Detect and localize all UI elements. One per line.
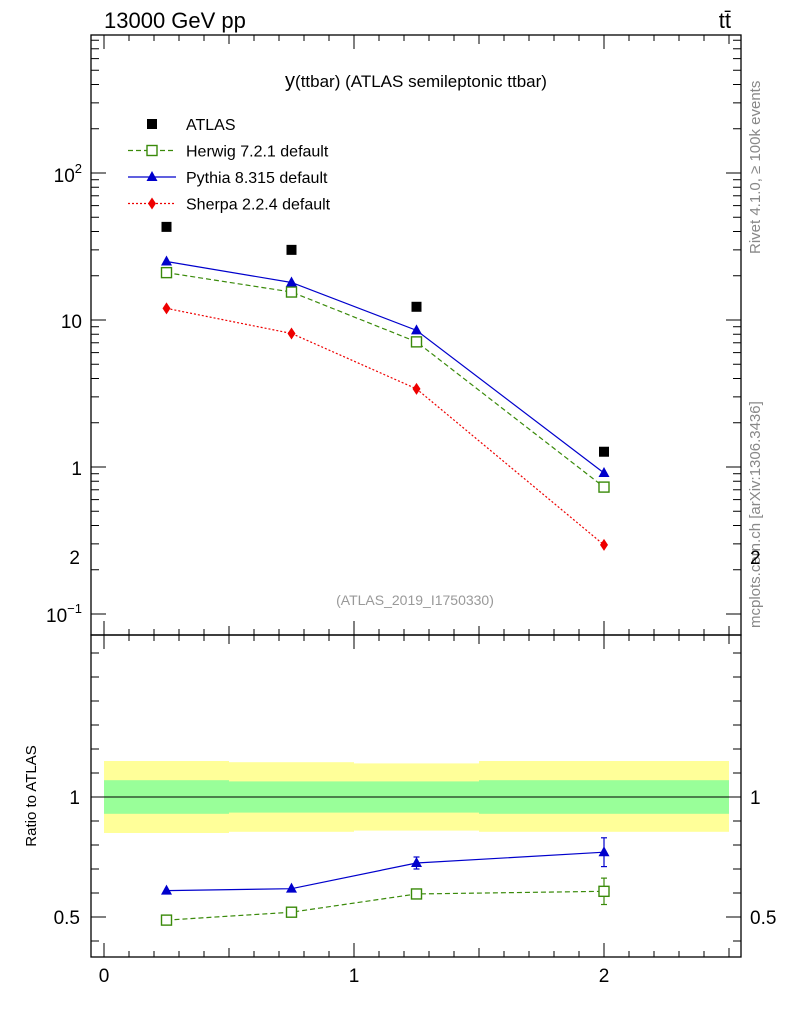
ratio-pythia-point bbox=[161, 884, 172, 895]
ratio-xtick-label: 2 bbox=[599, 966, 610, 987]
atlas-point bbox=[599, 446, 609, 457]
ytick-label-10: 10 bbox=[61, 312, 82, 333]
legend-atlas-label: ATLAS bbox=[186, 117, 236, 134]
plot-title-text: (ttbar) (ATLAS semileptonic ttbar) bbox=[295, 72, 547, 91]
rivet-version-label: Rivet 4.1.0, ≥ 100k events bbox=[747, 81, 764, 254]
legend-pythia-label: Pythia 8.315 default bbox=[186, 170, 328, 187]
ratio-pythia-line bbox=[166, 851, 605, 892]
ratio-panel-ticks bbox=[91, 635, 741, 957]
sherpa-point bbox=[287, 327, 296, 340]
ratio-xtick-label: 1 bbox=[349, 966, 360, 987]
sherpa-point bbox=[162, 302, 171, 315]
ratio-ytick-label-right: 0.5 bbox=[750, 908, 776, 929]
main-panel-series bbox=[160, 221, 610, 551]
ratio-ylabel: Ratio to ATLAS bbox=[23, 745, 40, 846]
plot-title-symbol: y bbox=[285, 70, 295, 92]
ratio-ytick-label-left: 1 bbox=[69, 788, 80, 809]
ytick-label-100: 102 bbox=[54, 161, 82, 187]
ratio-herwig-point bbox=[598, 885, 610, 898]
ytick-label-100-exp: 2 bbox=[75, 161, 82, 176]
ytick-label-0.1-base: 10 bbox=[46, 606, 67, 627]
ratio-panel-series bbox=[160, 837, 610, 926]
legend-pythia-marker bbox=[146, 171, 158, 181]
legend-sherpa-marker bbox=[148, 197, 156, 210]
legend-herwig-marker bbox=[146, 144, 158, 157]
ratio-panel-frame bbox=[90, 634, 742, 958]
ratio-pythia-point bbox=[411, 857, 422, 867]
ratio-ytick-label-left: 0.5 bbox=[54, 908, 80, 929]
atlas-point bbox=[161, 221, 172, 232]
ytick-label-0.1-exp: −1 bbox=[67, 601, 82, 616]
ratio-xtick-label: 0 bbox=[99, 966, 110, 987]
sherpa-point bbox=[600, 538, 608, 551]
header-process-label: tt̄ bbox=[719, 8, 731, 33]
pythia-point bbox=[411, 324, 422, 335]
mcplots-label: mcplots.cern.ch [arXiv:1306.3436] bbox=[747, 401, 764, 628]
header-energy-label: 13000 GeV pp bbox=[104, 8, 246, 33]
ratio-panel-labels: 0.5 0.5 1 1 2 2 0 1 2 bbox=[54, 548, 777, 987]
herwig-point bbox=[285, 286, 298, 298]
pythia-point bbox=[161, 255, 172, 266]
herwig-point bbox=[160, 266, 173, 279]
legend-atlas-marker bbox=[147, 119, 157, 129]
pythia-point bbox=[286, 276, 297, 287]
ratio-panel-bands bbox=[104, 761, 729, 833]
ratio-ytick-label-left: 2 bbox=[69, 548, 80, 569]
ratio-herwig-point bbox=[285, 906, 298, 918]
plot-title: y(ttbar) (ATLAS semileptonic ttbar) bbox=[285, 70, 547, 92]
main-panel-ticks bbox=[91, 35, 741, 635]
ratio-herwig-point bbox=[160, 914, 173, 926]
ratio-pythia-point bbox=[598, 846, 610, 857]
atlas-point bbox=[286, 244, 297, 255]
ratio-herwig-line bbox=[166, 890, 605, 921]
herwig-point bbox=[598, 481, 610, 493]
ratio-herwig-point bbox=[410, 888, 423, 900]
pythia-line bbox=[166, 260, 605, 474]
sherpa-point bbox=[412, 382, 421, 395]
herwig-line bbox=[166, 272, 605, 488]
legend-sherpa-label: Sherpa 2.2.4 default bbox=[186, 197, 331, 214]
ratio-panel: Ratio to ATLAS 0.5 0.5 1 1 2 2 0 1 2 bbox=[23, 548, 776, 987]
watermark-label: (ATLAS_2019_I1750330) bbox=[336, 592, 494, 608]
ratio-ytick-label-right: 1 bbox=[750, 788, 761, 809]
main-panel: y(ttbar) (ATLAS semileptonic ttbar) (ATL… bbox=[46, 34, 742, 636]
sherpa-line bbox=[166, 307, 605, 546]
legend-herwig-label: Herwig 7.2.1 default bbox=[186, 144, 329, 161]
ratio-pythia-point bbox=[286, 882, 297, 893]
ratio-ytick-label-right: 2 bbox=[750, 548, 761, 569]
atlas-point bbox=[411, 301, 422, 312]
ytick-label-100-base: 10 bbox=[54, 166, 75, 187]
legend: ATLAS Herwig 7.2.1 default Pythia 8.315 de… bbox=[128, 117, 331, 214]
herwig-point bbox=[410, 336, 423, 348]
pythia-point bbox=[598, 467, 610, 478]
ytick-label-0.1: 10−1 bbox=[46, 601, 82, 627]
ytick-label-1: 1 bbox=[71, 459, 82, 480]
